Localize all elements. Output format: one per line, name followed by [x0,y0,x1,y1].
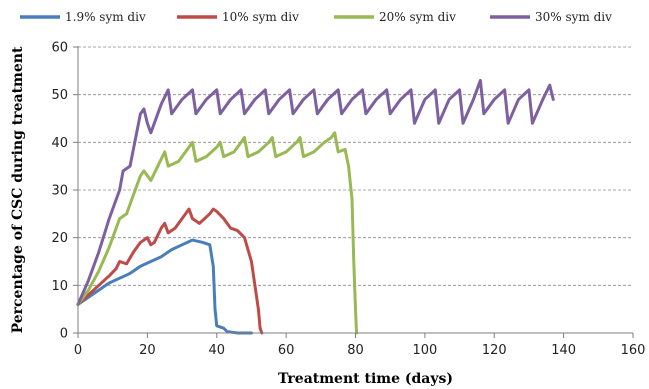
x-axis-title: Treatment time (days) [278,371,453,387]
x-tick-label-40: 40 [208,343,225,358]
y-tick-label-50: 50 [51,88,68,103]
x-tick-label-80: 80 [347,343,364,358]
legend-label-2: 10% sym div [222,10,299,24]
series-line-3 [76,131,359,335]
y-axis-title: Percentage of CSC during treatment [10,46,26,333]
y-tick-label-0: 0 [60,327,68,342]
axes [73,46,634,338]
x-tick-label-60: 60 [278,343,295,358]
x-tick-label-100: 100 [412,343,437,358]
x-tick-label-120: 120 [482,343,507,358]
y-tick-label-30: 30 [51,184,68,199]
grid-lines [78,46,633,286]
legend-label-4: 30% sym div [535,10,612,24]
y-tick-label-40: 40 [51,136,68,151]
tick-labels: 0 20 40 60 80 100 120 140 160 0 10 20 30 40 50 60 [51,41,645,359]
series-layer [76,78,555,335]
series-line-4 [76,78,555,306]
y-tick-label-20: 20 [51,231,68,246]
x-tick-label-0: 0 [74,343,82,358]
x-tick-label-160: 160 [621,343,646,358]
x-tick-label-140: 140 [551,343,576,358]
y-tick-label-60: 60 [51,41,68,56]
legend-label-3: 20% sym div [379,10,456,24]
legend: 1.9% sym div 10% sym div 20% sym div 30% sy… [20,10,612,24]
series-line-1 [76,238,253,335]
y-tick-label-10: 10 [51,279,68,294]
legend-label-1: 1.9% sym div [65,10,146,24]
series-line-2 [76,207,264,335]
x-tick-label-20: 20 [139,343,156,358]
